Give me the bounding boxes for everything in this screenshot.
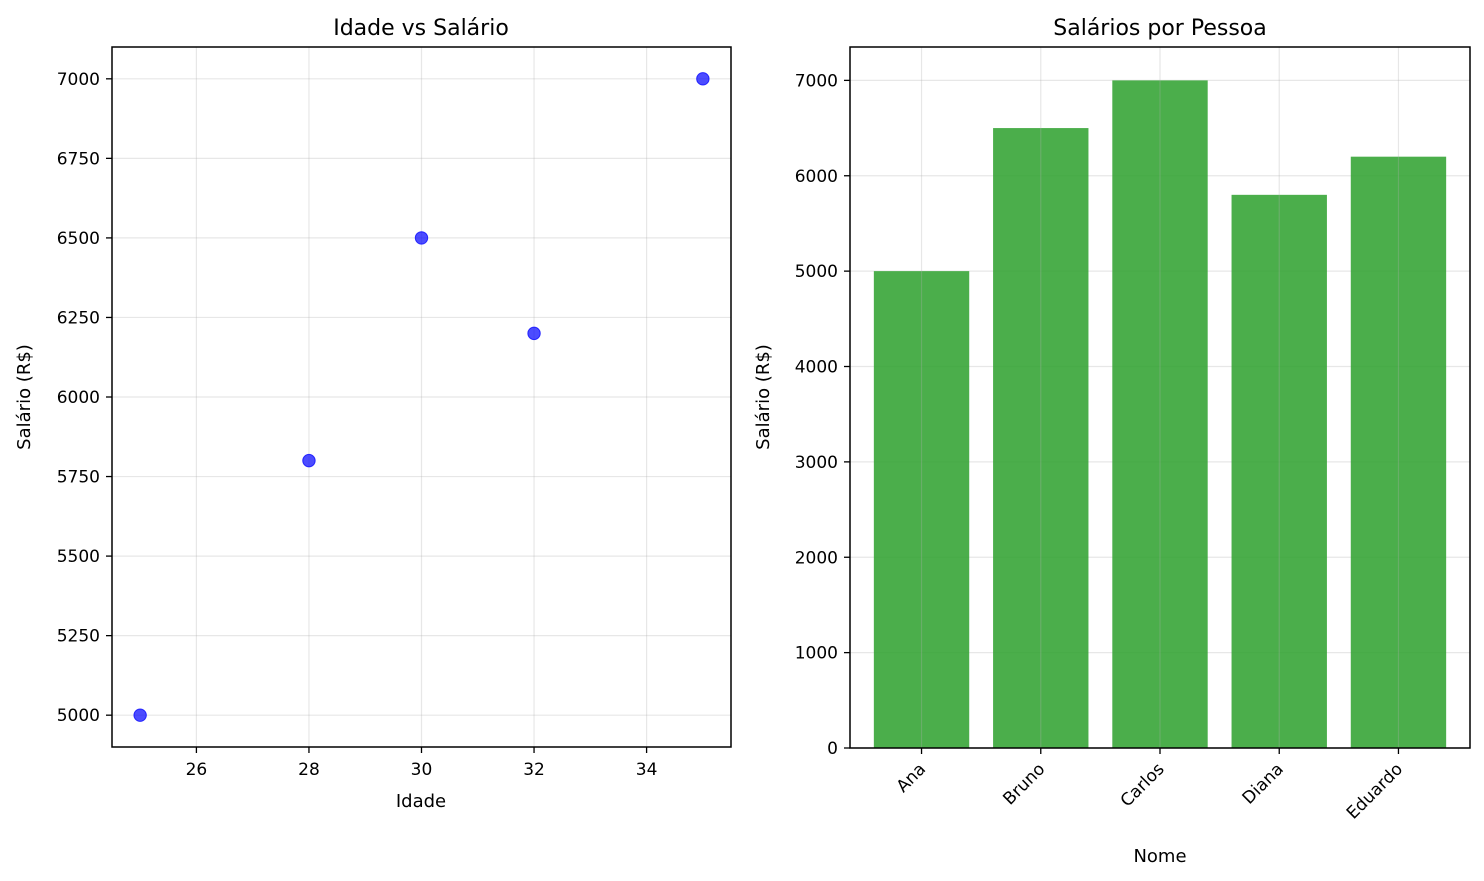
bar-y-tick-label: 3000 xyxy=(795,453,838,473)
scatter-points xyxy=(133,72,710,722)
scatter-chart: 26 28 30 32 34 5000 5250 5500 5750 6000 6250 6500 6… xyxy=(14,16,732,812)
bar-vertical-grid xyxy=(920,47,1400,748)
bar-diana xyxy=(1231,194,1327,748)
bar-x-tick-label: Eduardo xyxy=(1343,759,1407,823)
scatter-point xyxy=(696,72,710,86)
scatter-x-label: Idade xyxy=(396,791,446,812)
scatter-y-tick-label: 6250 xyxy=(57,308,100,328)
scatter-x-tick-label: 32 xyxy=(523,760,545,780)
bar-y-tick-label: 5000 xyxy=(795,262,838,282)
bar-y-ticks: 0 1000 2000 3000 4000 5000 6000 7000 xyxy=(795,71,850,759)
bar-x-tick-label: Ana xyxy=(893,759,930,796)
bar-series xyxy=(873,80,1447,749)
scatter-point xyxy=(527,326,541,341)
scatter-point xyxy=(302,453,316,468)
bar-x-label: Nome xyxy=(1133,846,1186,867)
bar-x-tick-label: Carlos xyxy=(1117,759,1169,811)
bar-carlos xyxy=(1112,80,1208,748)
scatter-x-tick-label: 28 xyxy=(298,760,320,780)
scatter-y-tick-label: 6000 xyxy=(57,388,100,408)
bar-title: Salários por Pessoa xyxy=(1053,16,1266,41)
scatter-y-tick-label: 5250 xyxy=(57,627,100,647)
bar-y-tick-label: 2000 xyxy=(795,548,838,568)
scatter-grid xyxy=(112,47,731,747)
scatter-x-tick-label: 30 xyxy=(411,760,433,780)
scatter-x-ticks: 26 28 30 32 34 xyxy=(186,747,658,780)
bar-chart: Ana Bruno Carlos Diana Eduardo 0 1000 2000 3000… xyxy=(753,16,1471,867)
bar-y-tick-label: 4000 xyxy=(795,358,838,378)
bar-y-tick-label: 6000 xyxy=(795,167,838,187)
scatter-y-tick-label: 5000 xyxy=(57,706,100,726)
bar-y-tick-label: 0 xyxy=(827,739,838,759)
bar-x-ticks: Ana Bruno Carlos Diana Eduardo xyxy=(893,748,1407,823)
scatter-y-tick-label: 6750 xyxy=(57,149,100,169)
scatter-point xyxy=(414,231,429,245)
bar-eduardo xyxy=(1350,156,1447,748)
bar-bruno xyxy=(993,128,1089,749)
scatter-point xyxy=(133,708,147,722)
bar-x-tick-label: Bruno xyxy=(999,759,1049,809)
scatter-y-ticks: 5000 5250 5500 5750 6000 6250 6500 6750 7000 xyxy=(57,70,112,726)
bar-x-tick-label: Diana xyxy=(1239,759,1288,808)
bar-y-tick-label: 7000 xyxy=(795,71,838,91)
bar-ana xyxy=(873,271,970,748)
scatter-y-tick-label: 6500 xyxy=(57,229,100,249)
scatter-x-tick-label: 26 xyxy=(186,760,208,780)
bar-y-tick-label: 1000 xyxy=(795,644,838,664)
scatter-x-tick-label: 34 xyxy=(636,760,658,780)
scatter-y-label: Salário (R$) xyxy=(14,344,35,450)
scatter-y-tick-label: 5750 xyxy=(57,468,100,488)
scatter-title: Idade vs Salário xyxy=(333,16,509,41)
bar-y-label: Salário (R$) xyxy=(753,344,774,450)
scatter-y-tick-label: 7000 xyxy=(57,70,100,90)
scatter-y-tick-label: 5500 xyxy=(57,547,100,567)
